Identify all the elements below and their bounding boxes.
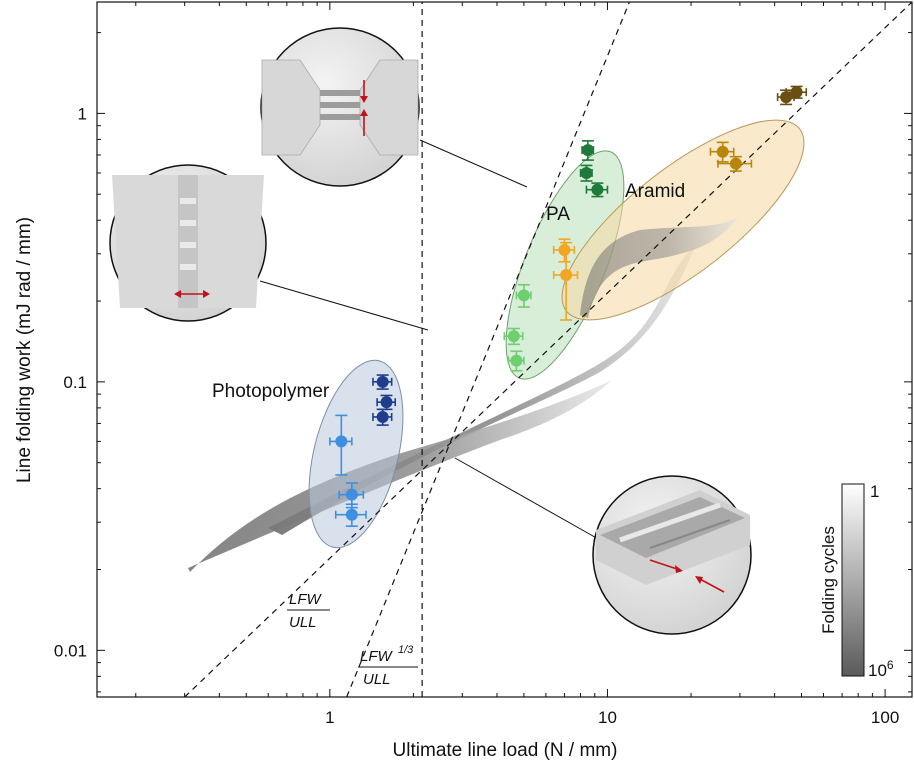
label-photopolymer: Photopolymer (212, 381, 330, 402)
label-pa: PA (546, 204, 570, 225)
scaling-line-lfw13-ull (346, 2, 631, 697)
data-point (334, 503, 367, 527)
data-point (338, 482, 365, 509)
data-marker (790, 86, 803, 99)
colorbar: 1 106 Folding cycles (819, 482, 894, 680)
x-tick-label: 1 (325, 708, 334, 727)
data-marker (376, 410, 389, 423)
data-marker (510, 354, 523, 367)
y-axis-title: Line folding work (mJ rad / mm) (14, 217, 35, 483)
data-point (585, 182, 609, 198)
inset-leader-left (259, 280, 429, 331)
data-marker (780, 91, 793, 104)
data-point (552, 241, 579, 321)
data-marker (560, 269, 573, 282)
x-axis-title: Ultimate line load (N / mm) (393, 740, 618, 761)
scaling-line-lfw-ull (184, 2, 912, 697)
data-marker (380, 396, 393, 409)
data-marker (581, 144, 594, 157)
plot-frame (96, 1, 913, 698)
data-point (372, 374, 393, 390)
colorbar-title: Folding cycles (819, 526, 838, 634)
x-axis: 1 10 100 (135, 2, 899, 727)
data-point (581, 140, 595, 161)
data-marker (335, 435, 348, 448)
data-marker (558, 243, 571, 256)
data-point (329, 414, 353, 476)
data-marker (729, 157, 742, 170)
data-marker (591, 183, 604, 196)
colorbar-top-label: 1 (870, 482, 879, 501)
svg-text:ULL: ULL (363, 671, 391, 688)
data-marker (716, 145, 729, 158)
y-axis: 0.01 0.1 1 (54, 32, 912, 693)
y-tick-label: 0.1 (63, 373, 87, 392)
inset-top (260, 27, 420, 187)
inset-leader-bottom (454, 457, 601, 541)
annotation-lfw13-ull: LFW 1/3 ULL (358, 644, 418, 688)
colorbar-bottom-label: 106 (868, 658, 894, 680)
x-tick-label: 10 (598, 708, 617, 727)
data-point (717, 155, 753, 172)
data-marker (507, 330, 520, 343)
svg-text:ULL: ULL (289, 614, 317, 631)
photopolymer-region (308, 359, 404, 549)
data-marker (580, 166, 593, 179)
data-marker (376, 375, 389, 388)
inset-bottom (592, 475, 752, 635)
data-marker (345, 508, 358, 521)
data-point (785, 85, 808, 99)
svg-text:LFW: LFW (289, 591, 323, 608)
data-point (503, 327, 524, 346)
data-marker (517, 289, 530, 302)
svg-text:LFW: LFW (360, 648, 394, 665)
label-aramid: Aramid (625, 181, 685, 202)
data-point (372, 408, 393, 426)
data-marker (345, 488, 358, 501)
data-point (776, 89, 795, 106)
svg-text:1/3: 1/3 (398, 644, 414, 656)
data-point (579, 164, 593, 182)
folding-cycle-band-top (580, 215, 740, 318)
data-points (329, 85, 808, 527)
folding-cycle-band-lower (188, 380, 612, 572)
inset-left (109, 164, 267, 322)
y-tick-label: 1 (78, 104, 87, 123)
data-point (507, 350, 525, 372)
annotation-lfw-ull: LFW ULL (287, 591, 330, 631)
x-tick-label: 100 (871, 708, 899, 727)
data-point (515, 283, 532, 308)
inset-leader-top (419, 139, 528, 188)
y-tick-label: 0.01 (54, 641, 87, 660)
